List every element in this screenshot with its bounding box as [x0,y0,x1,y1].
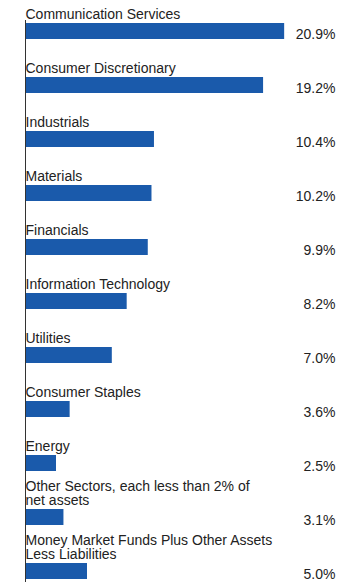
svg-text:20.9%: 20.9% [296,26,336,42]
svg-text:Industrials: Industrials [26,114,90,130]
svg-text:2.5%: 2.5% [304,458,336,474]
svg-text:9.9%: 9.9% [304,242,336,258]
svg-text:7.0%: 7.0% [304,350,336,366]
svg-text:Consumer Staples: Consumer Staples [26,384,141,400]
svg-text:Utilities: Utilities [26,330,71,346]
svg-text:Energy: Energy [26,438,70,454]
svg-text:3.6%: 3.6% [304,404,336,420]
svg-text:Financials: Financials [26,222,89,238]
svg-text:19.2%: 19.2% [296,80,336,96]
svg-text:Communication Services: Communication Services [26,6,181,22]
svg-text:Other Sectors, each less than: Other Sectors, each less than 2% ofnet a… [26,478,250,508]
svg-text:5.0%: 5.0% [304,566,336,582]
svg-text:Money Market Funds Plus Other: Money Market Funds Plus Other AssetsLess… [26,532,273,562]
svg-text:8.2%: 8.2% [304,296,336,312]
svg-text:10.4%: 10.4% [296,134,336,150]
svg-text:Materials: Materials [26,168,83,184]
svg-text:3.1%: 3.1% [304,512,336,528]
svg-text:10.2%: 10.2% [296,188,336,204]
svg-text:Consumer Discretionary: Consumer Discretionary [26,60,176,76]
svg-text:Information Technology: Information Technology [26,276,171,292]
